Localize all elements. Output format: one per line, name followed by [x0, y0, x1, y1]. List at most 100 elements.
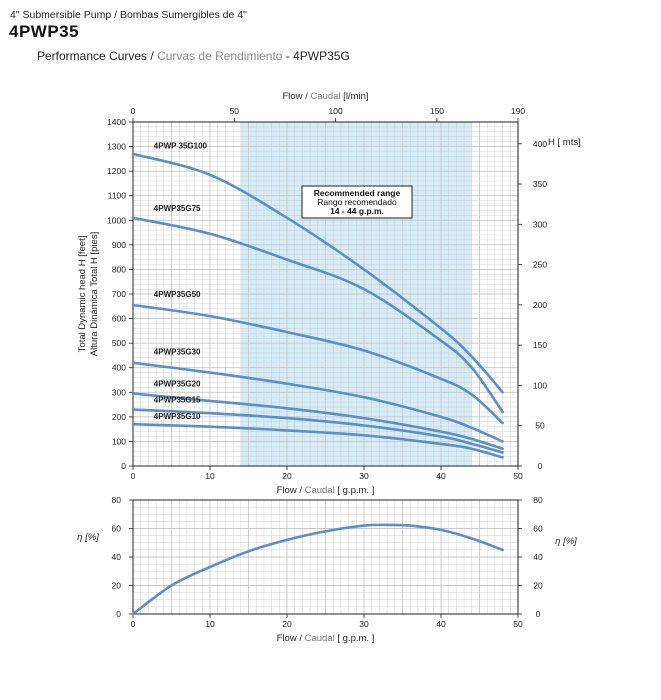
head-curve [131, 303, 504, 425]
right-tick-label: 0 [538, 461, 543, 471]
right-tick-label: 40 [533, 552, 543, 562]
x-tick-label: 0 [131, 471, 136, 481]
y-tick-label: 400 [112, 363, 126, 373]
performance-title: Performance Curves / Curvas de Rendimien… [37, 49, 350, 63]
head-curve [131, 216, 504, 414]
header-subtitle: 4" Submersible Pump / Bombas Sumergibles… [10, 9, 247, 21]
y-tick-label: 0 [121, 461, 126, 471]
top-axis-label-es: Caudal [310, 91, 340, 102]
right-tick-label: 60 [533, 524, 543, 534]
recommended-range-label-es: Rango recomendado [317, 197, 397, 207]
head-curve [131, 408, 504, 454]
x-tick-label: 10 [205, 471, 215, 481]
right-tick-label: 50 [535, 421, 545, 431]
right-tick-label: 250 [533, 260, 547, 270]
y-tick-label: 40 [112, 552, 122, 562]
x-axis-label-unit: [ g.p.m. ] [335, 633, 375, 644]
x-tick-label: 0 [131, 619, 136, 629]
curve-label: 4PWP35G15 [154, 395, 201, 404]
x-axis-label-sep: / [297, 633, 305, 644]
top-axis-label-en: Flow [282, 91, 302, 102]
x-tick-label: 40 [436, 471, 446, 481]
y-tick-label: 700 [112, 289, 126, 299]
right-tick-label: 350 [533, 179, 547, 189]
performance-title-sep: / [147, 49, 158, 63]
x-tick-label: 40 [436, 619, 446, 629]
head-curve [131, 152, 504, 394]
curve-label: 4PWP35G75 [154, 204, 201, 213]
head-curve [131, 422, 504, 459]
y-tick-label: 500 [112, 338, 126, 348]
y-axis-label-en: Total Dynamic head H [feet] [77, 236, 88, 353]
y-axis-label-es: Altura Dinámica Total H [pies] [89, 232, 100, 356]
y-tick-label: 0 [116, 609, 121, 619]
performance-title-es: Curvas de Rendimiento [157, 49, 283, 63]
top-tick-label: 0 [131, 106, 136, 116]
y-tick-label: 80 [112, 495, 122, 505]
top-axis-label: Flow / Caudal [l/min] [282, 91, 368, 102]
y-tick-label: 1300 [107, 142, 126, 152]
x-tick-label: 20 [282, 619, 292, 629]
top-tick-label: 100 [329, 106, 343, 116]
x-axis-label-en: Flow [277, 485, 297, 496]
right-tick-label: 0 [536, 609, 541, 619]
x-axis-label-es: Caudal [305, 485, 335, 496]
right-tick-label: 400 [533, 139, 547, 149]
y-tick-label: 600 [112, 314, 126, 324]
x-axis-label-es: Caudal [305, 633, 335, 644]
top-tick-label: 190 [511, 106, 525, 116]
y-tick-label: 20 [112, 581, 122, 591]
y-tick-label: 1000 [107, 215, 126, 225]
right-tick-label: 200 [533, 300, 547, 310]
curve-label: 4PWP35G20 [154, 380, 201, 389]
curve-label: 4PWP35G30 [154, 347, 201, 356]
x-axis-label-unit: [ g.p.m. ] [335, 485, 375, 496]
y-tick-label: 900 [112, 240, 126, 250]
x-tick-label: 10 [205, 619, 215, 629]
x-axis-label-en: Flow [277, 633, 297, 644]
x-tick-label: 50 [513, 619, 523, 629]
head-curve [131, 361, 504, 443]
head-curve [131, 392, 504, 451]
top-tick-label: 50 [230, 106, 240, 116]
performance-title-model: - 4PWP35G [282, 49, 350, 63]
y-tick-label: 1200 [107, 166, 126, 176]
y-tick-label: 1400 [107, 117, 126, 127]
right-axis-label: H [ mts] [548, 137, 581, 148]
x-tick-label: 30 [359, 619, 369, 629]
recommended-range-value: 14 - 44 g.p.m. [330, 206, 384, 216]
efficiency-y-label: η [%] [77, 532, 99, 543]
curve-label: 4PWP35G50 [154, 290, 201, 299]
right-tick-label: 20 [533, 581, 543, 591]
right-tick-label: 300 [533, 219, 547, 229]
head-curves-chart: 0 10 20 30 40 500 50 100 150 19001002003004005006… [77, 91, 581, 496]
model-title: 4PWP35 [9, 22, 80, 41]
y-tick-label: 300 [112, 387, 126, 397]
x-tick-label: 20 [282, 471, 292, 481]
x-tick-label: 50 [513, 471, 523, 481]
performance-title-en: Performance Curves [37, 49, 148, 63]
curve-label: 4PWP 35G100 [154, 142, 208, 151]
recommended-range-box [301, 185, 413, 219]
x-axis-label-sep: / [297, 485, 305, 496]
right-tick-label: 150 [533, 340, 547, 350]
recommended-range-label-en: Recommended range [314, 188, 401, 198]
efficiency-curve [131, 523, 504, 616]
top-tick-label: 150 [430, 106, 444, 116]
x-axis-label: Flow / Caudal [ g.p.m. ] [277, 633, 375, 644]
efficiency-right-y-label: η [%] [555, 536, 577, 547]
right-tick-label: 80 [533, 495, 543, 505]
top-axis-label-unit: [l/min] [341, 91, 369, 102]
curve-label: 4PWP35G10 [154, 412, 201, 421]
right-tick-label: 100 [533, 380, 547, 390]
x-axis-label: Flow / Caudal [ g.p.m. ] [277, 485, 375, 496]
top-axis-label-sep: / [303, 91, 311, 102]
x-tick-label: 30 [359, 471, 369, 481]
y-tick-label: 100 [112, 436, 126, 446]
y-tick-label: 1100 [108, 191, 127, 201]
y-tick-label: 800 [112, 264, 126, 274]
y-tick-label: 60 [112, 524, 122, 534]
y-tick-label: 200 [112, 412, 126, 422]
